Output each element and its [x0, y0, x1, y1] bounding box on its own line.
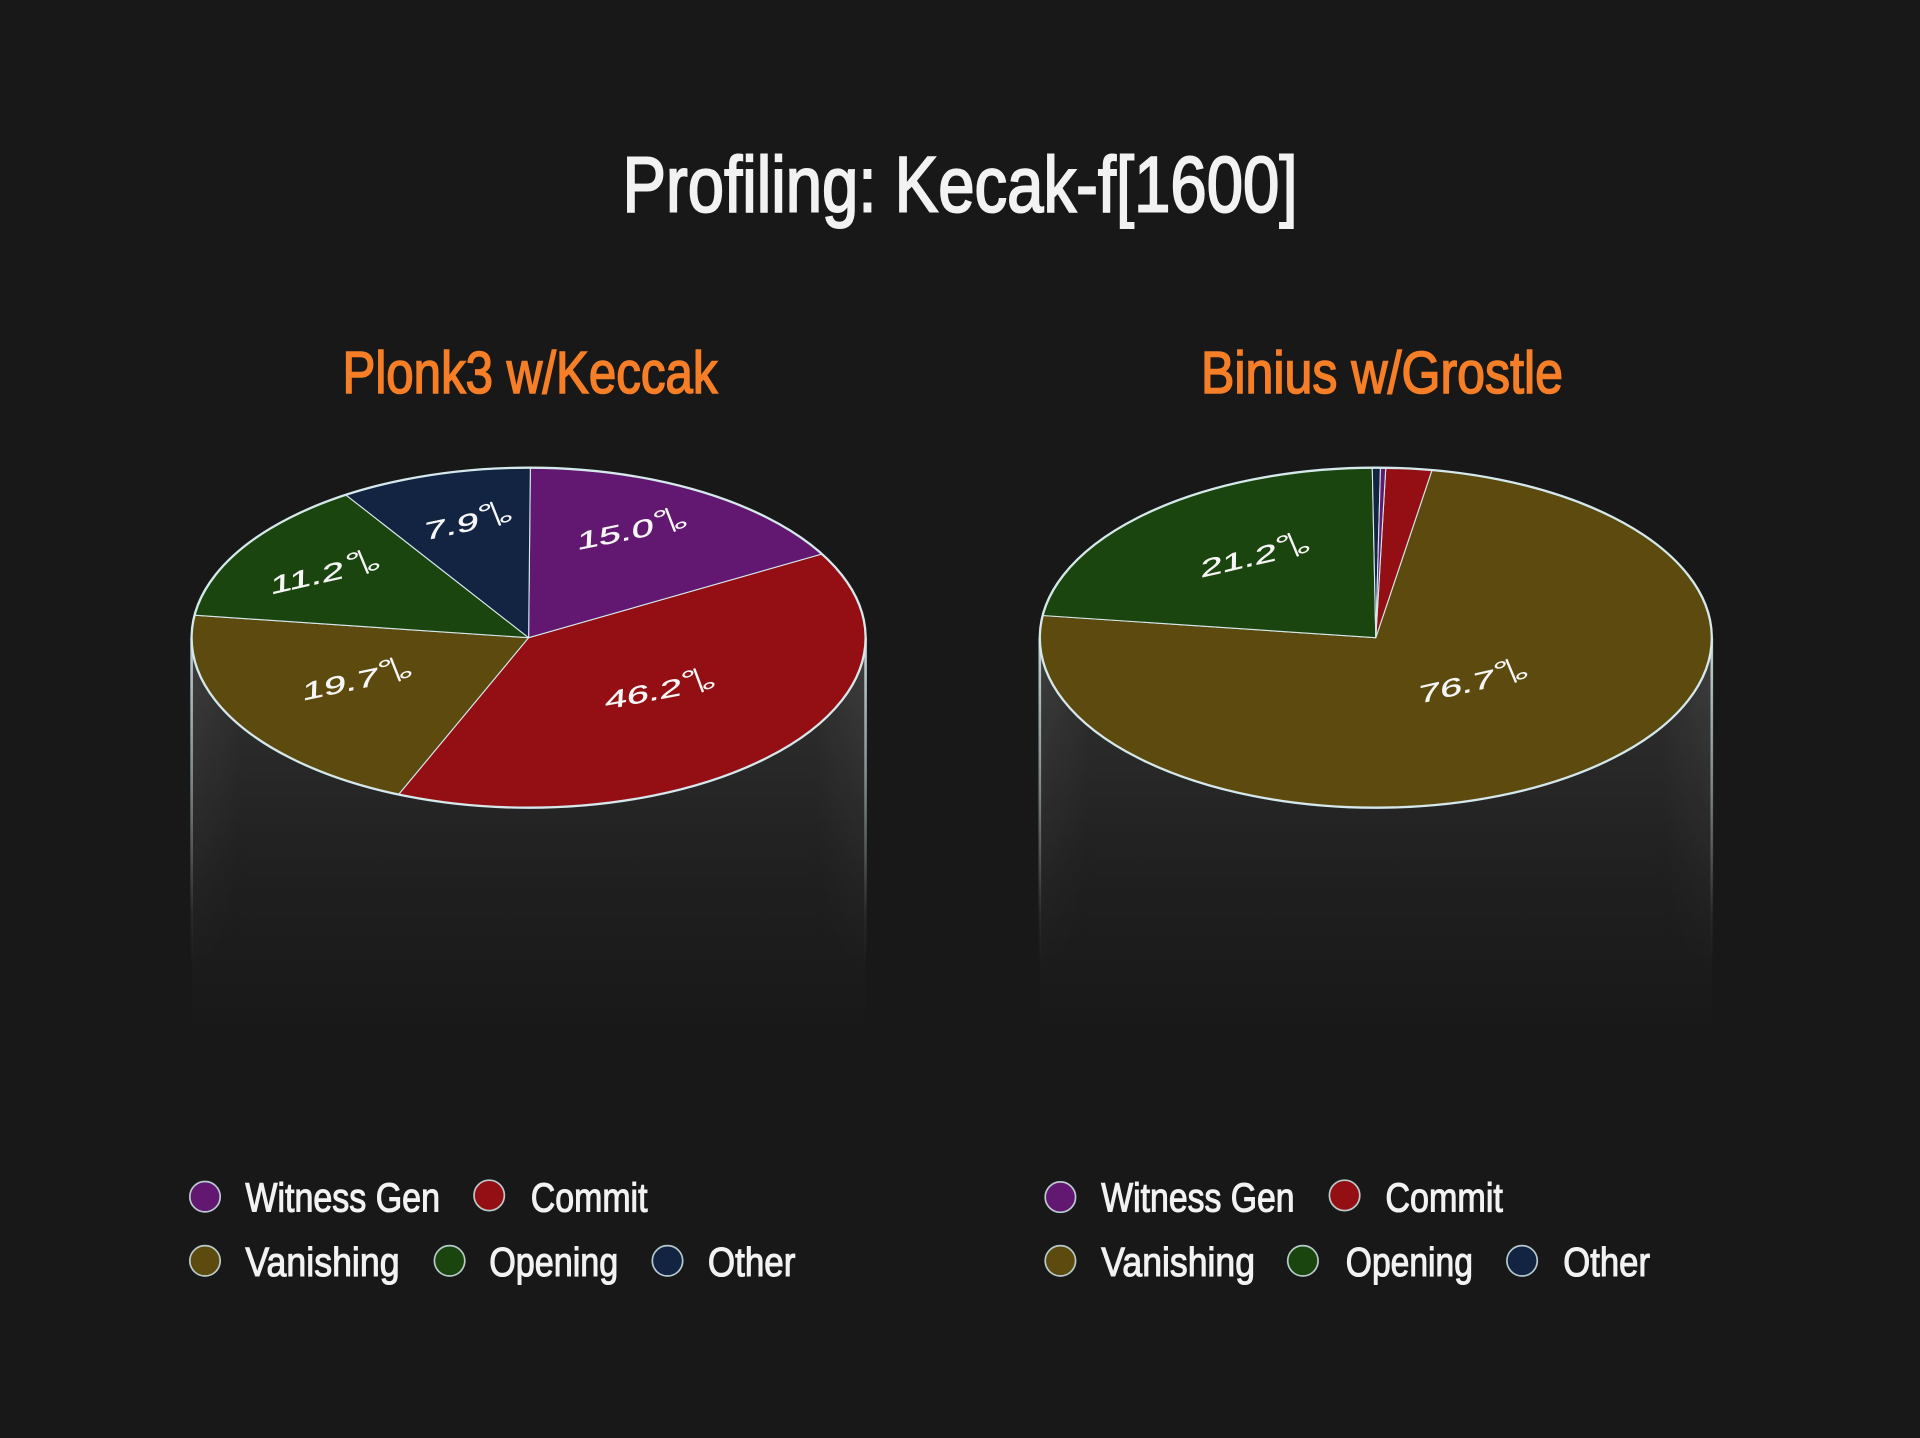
- svg-text:Commit: Commit: [1385, 1175, 1503, 1221]
- svg-text:Opening: Opening: [489, 1239, 618, 1285]
- svg-text:Vanishing: Vanishing: [1101, 1239, 1255, 1285]
- svg-text:Plonk3 w/Keccak: Plonk3 w/Keccak: [343, 340, 718, 406]
- svg-text:Profiling: Kecak-f[1600]: Profiling: Kecak-f[1600]: [623, 140, 1298, 229]
- svg-text:Other: Other: [708, 1239, 796, 1285]
- svg-text:Binius w/Grostle: Binius w/Grostle: [1201, 340, 1563, 406]
- svg-text:Witness Gen: Witness Gen: [1101, 1175, 1294, 1221]
- svg-text:Witness Gen: Witness Gen: [245, 1175, 440, 1221]
- svg-text:Opening: Opening: [1346, 1239, 1473, 1285]
- svg-text:Other: Other: [1563, 1239, 1650, 1285]
- svg-text:Vanishing: Vanishing: [245, 1239, 399, 1285]
- svg-text:Commit: Commit: [531, 1175, 648, 1221]
